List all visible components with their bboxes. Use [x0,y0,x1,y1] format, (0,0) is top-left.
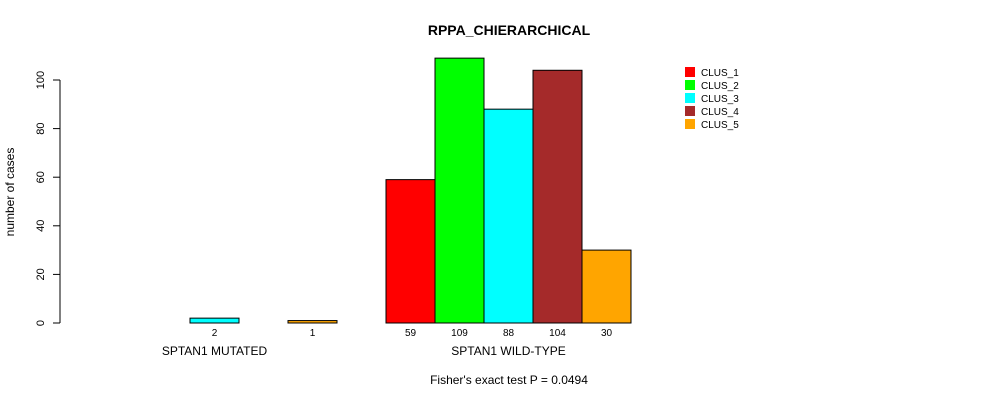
bar-clus-4-group-2 [532,69,583,324]
footnote: Fisher's exact test P = 0.0494 [430,373,588,387]
count-labels: 2 1 59 109 88 104 30 [212,328,613,339]
count-label: 104 [549,328,566,339]
legend-label: CLUS_3 [701,94,739,105]
count-label: 2 [212,328,218,339]
y-axis-ticks: 0 20 40 60 80 100 [35,71,60,326]
y-tick-label: 40 [35,220,47,232]
legend-swatch [685,67,695,77]
chart-title: RPPA_CHIERARCHICAL [428,22,591,38]
count-label: 30 [601,328,613,339]
legend-label: CLUS_1 [701,68,739,79]
y-tick-label: 80 [35,122,47,134]
legend-swatch [685,80,695,90]
y-tick-label: 100 [35,71,47,89]
bar-clus-5-group-2 [581,249,632,324]
count-label: 59 [405,328,417,339]
legend-swatch [685,119,695,129]
y-tick-label: 20 [35,268,47,280]
group-labels: SPTAN1 MUTATED SPTAN1 WILD-TYPE [162,344,566,358]
y-axis-label: number of cases [3,148,17,237]
y-tick-label: 0 [35,320,47,326]
group-label: SPTAN1 WILD-TYPE [451,344,565,358]
legend-swatch [685,93,695,103]
y-tick-label: 60 [35,171,47,183]
bars [189,57,632,324]
count-label: 109 [451,328,468,339]
legend-label: CLUS_5 [701,120,739,131]
bar-clus-1-group-2 [385,179,436,324]
legend-label: CLUS_4 [701,107,739,118]
legend-swatch [685,106,695,116]
bar-clus-5-group-1 [287,320,338,324]
legend: CLUS_1 CLUS_2 CLUS_3 CLUS_4 CLUS_5 [685,67,739,131]
bar-clus-3-group-2 [483,108,534,324]
count-label: 1 [310,328,316,339]
count-label: 88 [503,328,515,339]
bar-clus-3-group-1 [189,317,240,324]
legend-label: CLUS_2 [701,81,739,92]
group-label: SPTAN1 MUTATED [162,344,268,358]
bar-clus-2-group-2 [434,57,485,324]
